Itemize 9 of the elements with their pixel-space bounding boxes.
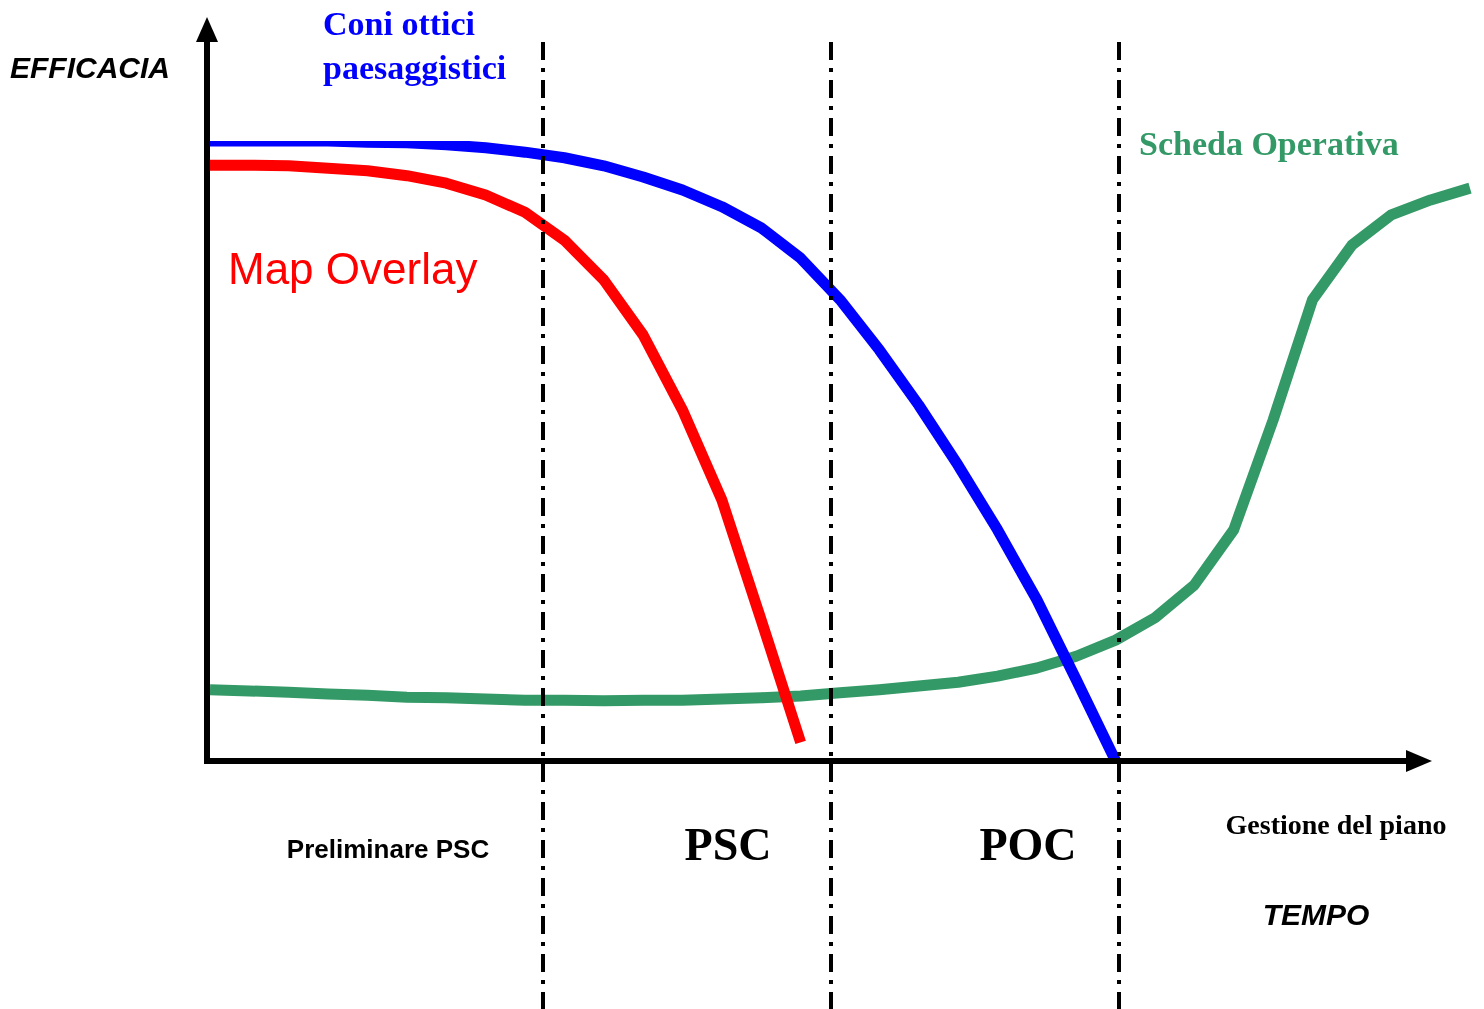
series-label: Scheda Operativa xyxy=(1139,124,1399,162)
text: Preliminare PSC xyxy=(286,834,490,865)
text: Gestione del piano xyxy=(1225,809,1447,841)
series-label: Map Overlay xyxy=(228,244,478,294)
y-axis-title: EFFICACIA xyxy=(10,51,170,85)
text: POC xyxy=(979,818,1077,870)
x-axis-title: TEMPO xyxy=(1262,898,1370,932)
series-label: Coni ottici paesaggistici xyxy=(323,4,507,86)
text: PSC xyxy=(684,818,772,870)
